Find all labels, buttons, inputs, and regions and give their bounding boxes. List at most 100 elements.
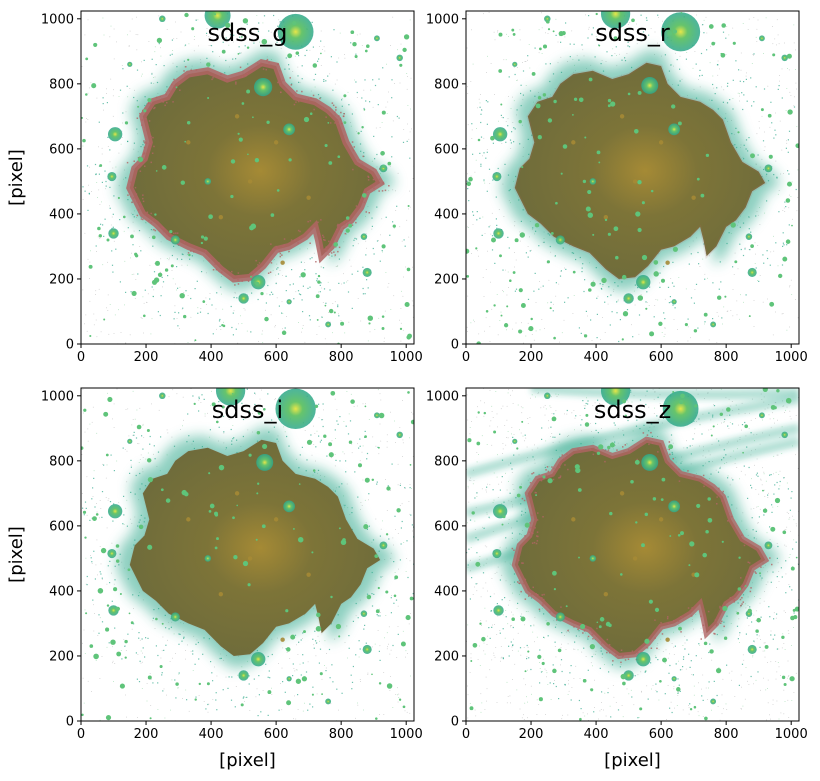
noise-speck bbox=[83, 412, 84, 414]
noise-speck bbox=[101, 201, 102, 203]
star bbox=[256, 492, 259, 495]
noise-speck bbox=[783, 173, 784, 174]
noise-speck bbox=[311, 454, 313, 456]
halo-speck bbox=[206, 32, 208, 34]
halo-speck bbox=[550, 301, 552, 303]
noise-speck bbox=[627, 399, 628, 401]
noise-speck bbox=[320, 266, 322, 268]
noise-speck bbox=[158, 409, 160, 411]
noise-speck bbox=[662, 651, 664, 652]
noise-speck bbox=[316, 693, 318, 695]
noise-speck bbox=[402, 329, 404, 331]
noise-speck bbox=[212, 699, 214, 700]
star bbox=[645, 307, 648, 310]
noise-speck bbox=[87, 428, 89, 430]
star bbox=[208, 214, 213, 220]
halo-speck bbox=[785, 206, 787, 208]
noise-speck bbox=[533, 625, 535, 627]
noise-speck bbox=[482, 155, 483, 157]
residual-speck bbox=[362, 155, 364, 158]
halo-speck bbox=[341, 483, 343, 485]
noise-speck bbox=[531, 449, 533, 451]
residual-speck bbox=[299, 230, 301, 233]
star bbox=[97, 226, 101, 231]
halo-speck bbox=[739, 226, 741, 228]
star bbox=[233, 555, 238, 560]
noise-speck bbox=[219, 56, 220, 57]
noise-speck bbox=[677, 691, 679, 693]
noise-speck bbox=[483, 415, 485, 417]
halo-speck bbox=[371, 571, 373, 574]
noise-speck bbox=[214, 666, 215, 668]
halo-speck bbox=[277, 25, 279, 27]
noise-speck bbox=[484, 607, 486, 609]
noise-speck bbox=[601, 657, 603, 658]
noise-speck bbox=[467, 295, 469, 297]
halo-speck bbox=[379, 659, 381, 661]
noise-speck bbox=[96, 511, 98, 513]
noise-speck bbox=[177, 687, 179, 689]
star bbox=[119, 592, 122, 596]
halo-speck bbox=[210, 45, 213, 47]
halo-speck bbox=[196, 280, 198, 282]
noise-speck bbox=[130, 257, 131, 259]
halo-speck bbox=[502, 117, 504, 119]
noise-speck bbox=[336, 79, 338, 81]
noise-speck bbox=[692, 67, 694, 69]
noise-speck bbox=[385, 479, 386, 480]
halo-speck bbox=[562, 247, 564, 249]
halo-speck bbox=[270, 291, 273, 293]
star bbox=[604, 218, 608, 222]
halo-speck bbox=[100, 573, 102, 575]
noise-speck bbox=[759, 602, 761, 604]
noise-speck bbox=[554, 646, 556, 647]
noise-speck bbox=[278, 338, 279, 339]
halo-speck bbox=[320, 439, 322, 441]
residual-speck bbox=[332, 104, 335, 107]
star bbox=[184, 140, 187, 143]
star bbox=[600, 11, 631, 29]
halo-speck bbox=[336, 420, 338, 422]
noise-speck bbox=[476, 452, 478, 453]
noise-speck bbox=[116, 41, 117, 43]
noise-speck bbox=[259, 398, 261, 400]
noise-speck bbox=[483, 180, 485, 182]
halo-speck bbox=[265, 302, 267, 304]
noise-speck bbox=[474, 586, 475, 588]
star bbox=[128, 612, 131, 615]
noise-speck bbox=[187, 342, 189, 343]
halo-speck bbox=[328, 648, 331, 651]
noise-speck bbox=[86, 476, 88, 478]
star bbox=[241, 102, 245, 105]
halo-speck bbox=[113, 470, 115, 472]
halo-speck bbox=[284, 68, 286, 70]
residual-speck bbox=[155, 96, 158, 99]
halo-speck bbox=[309, 319, 311, 321]
residual-speck bbox=[293, 103, 296, 106]
noise-speck bbox=[362, 403, 364, 405]
star bbox=[97, 588, 104, 594]
noise-speck bbox=[347, 91, 349, 93]
noise-speck bbox=[779, 437, 781, 438]
halo-speck bbox=[596, 337, 598, 339]
noise-speck bbox=[408, 236, 410, 238]
star bbox=[553, 336, 556, 340]
noise-speck bbox=[118, 309, 119, 311]
halo-speck bbox=[486, 190, 488, 192]
noise-speck bbox=[755, 679, 757, 681]
noise-speck bbox=[730, 310, 732, 311]
noise-speck bbox=[341, 283, 342, 285]
star bbox=[512, 271, 516, 274]
halo-speck bbox=[399, 559, 401, 561]
noise-speck bbox=[773, 418, 775, 420]
halo-speck bbox=[198, 410, 200, 412]
halo-speck bbox=[207, 312, 209, 315]
residual-speck bbox=[148, 142, 150, 145]
noise-speck bbox=[718, 315, 719, 317]
halo-speck bbox=[267, 676, 269, 678]
halo-speck bbox=[222, 689, 224, 691]
residual-speck bbox=[144, 165, 146, 167]
star bbox=[500, 314, 503, 317]
noise-speck bbox=[705, 687, 707, 689]
noise-speck bbox=[736, 300, 738, 302]
